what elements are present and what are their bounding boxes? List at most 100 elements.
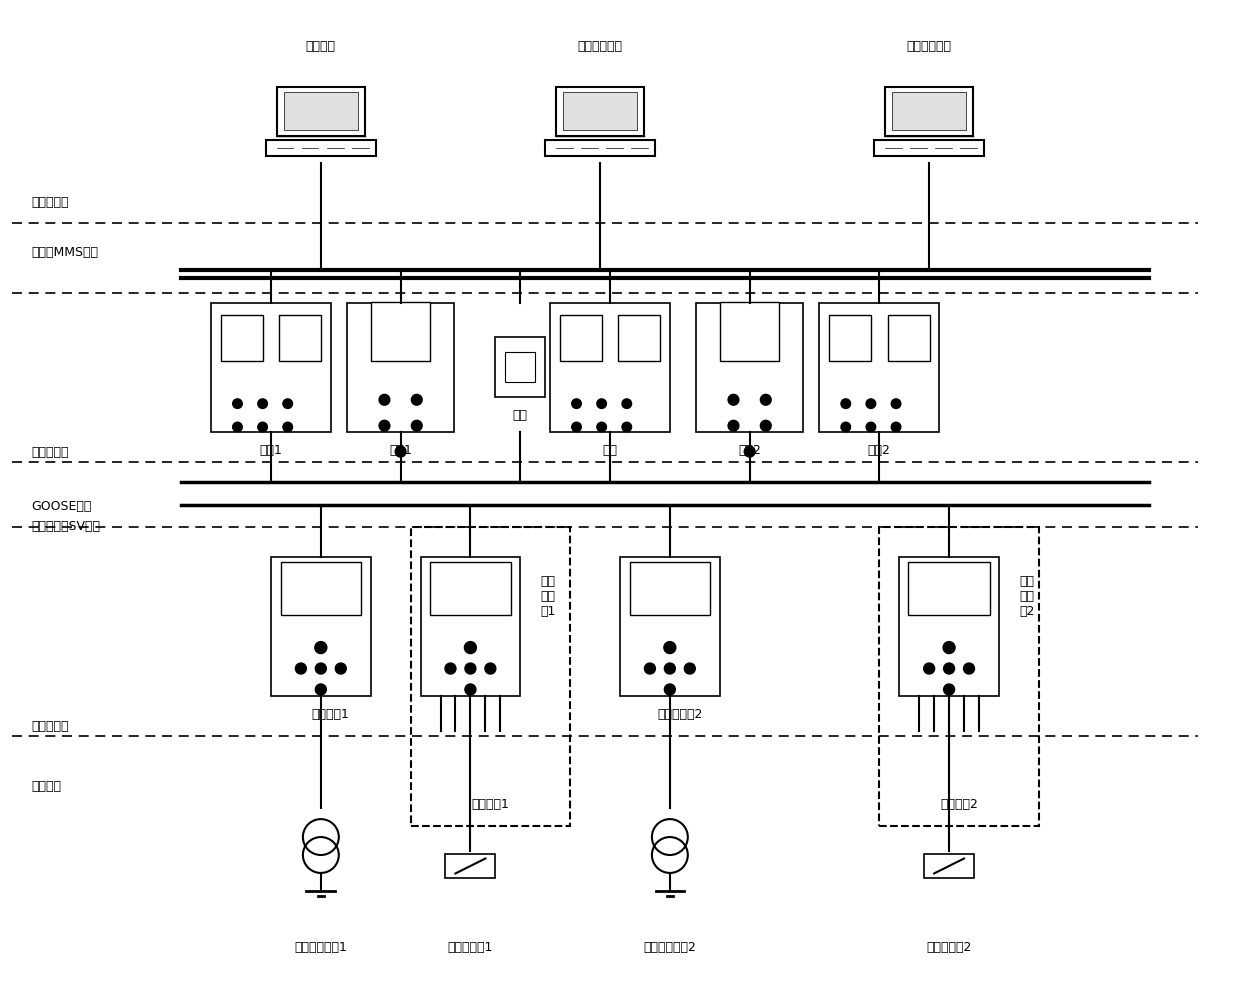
- Circle shape: [596, 399, 606, 409]
- Circle shape: [963, 663, 975, 674]
- Circle shape: [663, 642, 676, 654]
- Bar: [211, 302, 331, 432]
- Text: 过程层网络SV子网: 过程层网络SV子网: [32, 520, 100, 533]
- Text: 测控1: 测控1: [389, 444, 412, 458]
- Circle shape: [622, 422, 631, 432]
- Bar: [371, 302, 430, 361]
- Bar: [551, 302, 670, 432]
- Text: 保护1: 保护1: [259, 444, 283, 458]
- Circle shape: [465, 684, 476, 695]
- Text: 智能断路器2: 智能断路器2: [926, 941, 972, 954]
- Bar: [347, 302, 455, 432]
- Bar: [279, 315, 321, 361]
- Bar: [820, 302, 939, 432]
- Text: 开关设切1: 开关设切1: [471, 799, 510, 812]
- Bar: [267, 140, 376, 156]
- Circle shape: [315, 663, 326, 674]
- Circle shape: [412, 395, 422, 405]
- Circle shape: [728, 395, 739, 405]
- Text: 站控层MMS网络: 站控层MMS网络: [32, 246, 99, 259]
- Text: 保护2: 保护2: [868, 444, 890, 458]
- Circle shape: [445, 663, 456, 674]
- Text: 一次设备: 一次设备: [32, 780, 62, 793]
- Circle shape: [379, 421, 389, 431]
- Text: GOOSE子网: GOOSE子网: [32, 500, 92, 513]
- Circle shape: [396, 447, 405, 457]
- Bar: [272, 557, 371, 697]
- Circle shape: [485, 663, 496, 674]
- Text: 开关设切2: 开关设切2: [940, 799, 978, 812]
- Circle shape: [315, 642, 327, 654]
- Bar: [888, 315, 930, 361]
- Bar: [619, 315, 660, 361]
- Text: 智能
操作
符2: 智能 操作 符2: [1019, 575, 1034, 618]
- Bar: [420, 557, 521, 697]
- Bar: [429, 562, 511, 615]
- Circle shape: [233, 422, 242, 432]
- Circle shape: [744, 447, 755, 457]
- Bar: [563, 93, 637, 131]
- Bar: [720, 302, 779, 361]
- Circle shape: [335, 663, 346, 674]
- Bar: [445, 853, 495, 878]
- Bar: [924, 853, 973, 878]
- Circle shape: [622, 399, 631, 409]
- Bar: [885, 87, 973, 136]
- Circle shape: [283, 422, 293, 432]
- Circle shape: [866, 422, 875, 432]
- Bar: [495, 337, 546, 397]
- Text: 监控系统: 监控系统: [306, 40, 336, 53]
- Text: 智能
操作
符1: 智能 操作 符1: [541, 575, 556, 618]
- Circle shape: [760, 395, 771, 405]
- Circle shape: [258, 399, 268, 409]
- Bar: [546, 140, 655, 156]
- Bar: [879, 527, 1039, 827]
- Bar: [899, 557, 999, 697]
- Bar: [557, 87, 644, 136]
- Circle shape: [684, 663, 696, 674]
- Circle shape: [572, 399, 582, 409]
- Bar: [559, 315, 601, 361]
- Circle shape: [315, 684, 326, 695]
- Text: 测控2: 测控2: [738, 444, 761, 458]
- Text: 智能断路器1: 智能断路器1: [448, 941, 494, 954]
- Bar: [281, 562, 361, 615]
- Text: 电子式互感器1: 电子式互感器1: [294, 941, 347, 954]
- Text: 工程师工作站: 工程师工作站: [578, 40, 622, 53]
- Circle shape: [944, 663, 955, 674]
- Circle shape: [841, 422, 851, 432]
- Text: 间隔层设备: 间隔层设备: [32, 446, 69, 459]
- Circle shape: [892, 399, 900, 409]
- Circle shape: [596, 422, 606, 432]
- Circle shape: [295, 663, 306, 674]
- Circle shape: [645, 663, 656, 674]
- Text: 计量: 计量: [513, 409, 528, 423]
- Bar: [696, 302, 804, 432]
- Text: 合并单元㈈2: 合并单元㈈2: [657, 709, 703, 722]
- Circle shape: [892, 422, 900, 432]
- Bar: [284, 93, 357, 131]
- Bar: [620, 557, 719, 697]
- Bar: [506, 352, 536, 382]
- Circle shape: [866, 399, 875, 409]
- Bar: [630, 562, 709, 615]
- Text: 过程层设备: 过程层设备: [32, 720, 69, 733]
- Text: 电子式互感器2: 电子式互感器2: [644, 941, 697, 954]
- Circle shape: [465, 663, 476, 674]
- Circle shape: [283, 399, 293, 409]
- Text: 故障信息系统: 故障信息系统: [906, 40, 951, 53]
- Circle shape: [944, 684, 955, 695]
- Circle shape: [924, 663, 935, 674]
- Circle shape: [412, 421, 422, 431]
- Circle shape: [233, 399, 242, 409]
- Bar: [277, 87, 365, 136]
- Bar: [410, 527, 570, 827]
- Circle shape: [465, 642, 476, 654]
- Circle shape: [379, 395, 389, 405]
- Text: 录波: 录波: [603, 444, 618, 458]
- Circle shape: [258, 422, 268, 432]
- Circle shape: [760, 421, 771, 431]
- Bar: [908, 562, 990, 615]
- Bar: [874, 140, 985, 156]
- Circle shape: [572, 422, 582, 432]
